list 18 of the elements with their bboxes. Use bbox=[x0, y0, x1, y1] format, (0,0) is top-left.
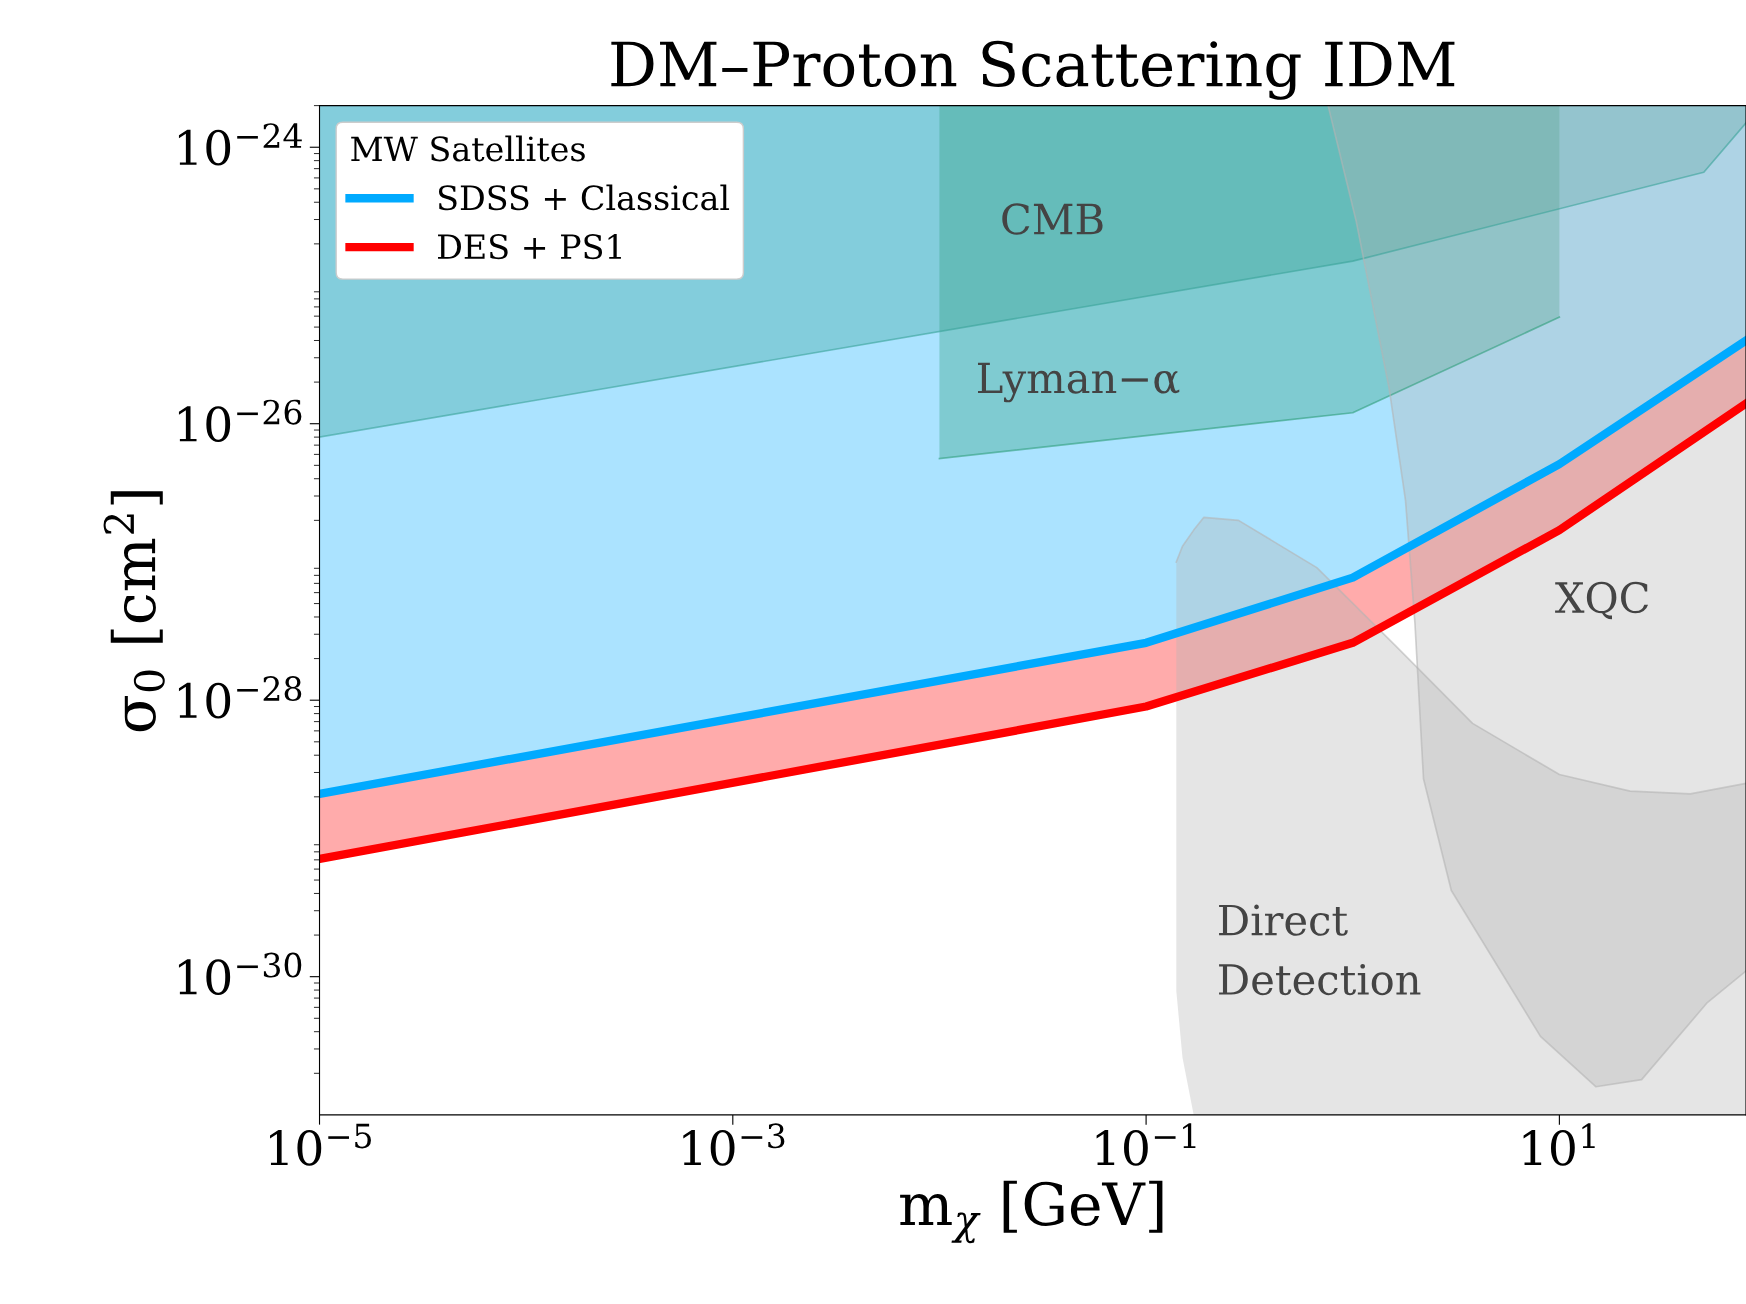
y-tick-label: 10$^{−24}$ bbox=[178, 123, 302, 166]
y-tick-label: 10$^{−26}$ bbox=[178, 399, 302, 442]
legend-label: SDSS + Classical bbox=[438, 184, 730, 211]
x-tick-label: 10$^{1}$ bbox=[1523, 1123, 1595, 1166]
x-axis-title: m$_{χ}$ [GeV] bbox=[900, 1180, 1163, 1244]
annotation: CMB bbox=[1002, 203, 1103, 235]
x-tick-label: 10$^{−3}$ bbox=[683, 1123, 785, 1166]
annotation: XQC bbox=[1555, 581, 1649, 620]
annotation: Direct Detection bbox=[1219, 904, 1421, 996]
legend-title: MW Satellites bbox=[351, 135, 585, 162]
y-tick-label: 10$^{−28}$ bbox=[178, 676, 302, 719]
x-tick-label: 10$^{−1}$ bbox=[1096, 1123, 1196, 1166]
legend-label: DES + PS1 bbox=[438, 234, 621, 260]
chart-title: DM–Proton Scattering IDM bbox=[611, 40, 1455, 100]
y-axis-title: σ$_{0}$ [cm$^{2}$] bbox=[103, 491, 165, 732]
annotation: Lyman−α bbox=[978, 362, 1180, 403]
y-tick-label: 10$^{−30}$ bbox=[178, 952, 302, 995]
x-tick-label: 10$^{−5}$ bbox=[270, 1123, 371, 1166]
